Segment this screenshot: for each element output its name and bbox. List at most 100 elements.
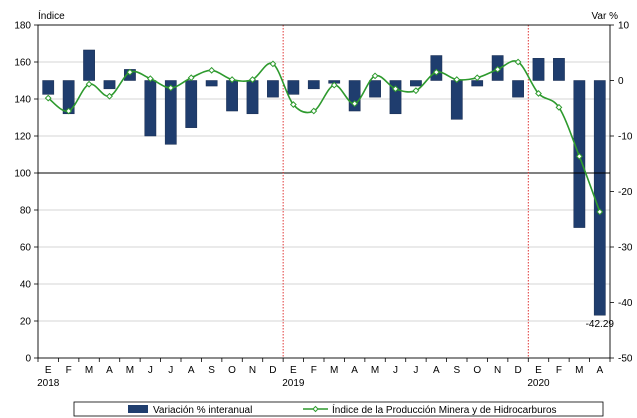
- bar: [410, 80, 422, 87]
- x-tick-label: A: [351, 365, 358, 376]
- bar: [532, 58, 545, 81]
- right-tick-label: -50: [618, 354, 633, 365]
- line-marker: [330, 81, 338, 89]
- bar-data-label: -42.29: [586, 319, 615, 330]
- bar: [185, 80, 198, 128]
- line-marker: [310, 107, 318, 115]
- x-tick-label: J: [148, 365, 153, 376]
- legend-bar-swatch: [128, 405, 148, 413]
- bar: [246, 80, 259, 115]
- legend: Variación % interanual Índice de la Prod…: [73, 401, 604, 417]
- axes: 0 20 40 60 80 100 120 140 160 180 -50 -40 -30 -20 -10 0…: [14, 21, 633, 390]
- line-marker: [126, 68, 134, 76]
- right-tick-label: 10: [618, 21, 630, 32]
- x-tick-label: S: [453, 365, 460, 376]
- bar: [103, 80, 116, 90]
- line-marker: [208, 66, 216, 74]
- x-tick-label: J: [168, 365, 173, 376]
- bar: [389, 80, 402, 115]
- line-marker: [575, 152, 583, 160]
- x-tick-label: F: [311, 365, 317, 376]
- line-marker: [351, 100, 359, 108]
- x-tick-label: E: [45, 365, 52, 376]
- data-labels: -42.29: [586, 319, 615, 330]
- bar: [307, 80, 320, 90]
- line-marker: [85, 80, 93, 88]
- x-tick-label: N: [494, 365, 501, 376]
- bar: [144, 80, 157, 137]
- x-tick-label: A: [188, 365, 195, 376]
- bar: [553, 58, 565, 81]
- plot-frame: [37, 24, 611, 359]
- bar: [205, 80, 218, 87]
- line-marker: [596, 208, 604, 216]
- right-tick-label: -30: [618, 243, 633, 254]
- bar: [42, 80, 55, 95]
- x-tick-label: M: [126, 365, 134, 376]
- right-tick-label: -40: [618, 298, 633, 309]
- line-marker: [228, 76, 236, 83]
- x-tick-label: J: [413, 365, 418, 376]
- right-axis-title: Var %: [592, 11, 619, 22]
- line-marker: [494, 65, 502, 73]
- line-marker: [535, 90, 542, 97]
- line-marker: [269, 60, 277, 68]
- line-marker: [432, 68, 440, 76]
- x-tick-label: A: [433, 365, 440, 376]
- left-tick-label: 0: [25, 354, 31, 365]
- legend-line-label: Índice de la Producción Minera y de Hidr…: [332, 403, 557, 416]
- left-tick-label: 120: [14, 132, 31, 143]
- line-marker: [453, 76, 461, 83]
- right-tick-label: -10: [618, 132, 633, 143]
- bar: [471, 80, 484, 87]
- right-tick-label: -20: [618, 187, 633, 198]
- left-tick-label: 160: [14, 58, 31, 69]
- line-marker: [44, 94, 52, 102]
- bar: [348, 80, 361, 112]
- right-tick-label: 0: [618, 76, 624, 87]
- x-tick-label: M: [85, 365, 93, 376]
- x-tick-label: E: [535, 365, 542, 376]
- line-marker: [146, 75, 154, 83]
- left-tick-label: 20: [20, 317, 32, 328]
- left-tick-label: 60: [20, 243, 32, 254]
- x-tick-label: A: [596, 365, 603, 376]
- line-marker: [371, 72, 379, 80]
- bar-series: [42, 49, 606, 316]
- x-tick-label: D: [514, 365, 521, 376]
- bar: [369, 80, 381, 98]
- line-marker: [65, 107, 73, 115]
- x-tick-label: N: [249, 365, 256, 376]
- bar: [593, 80, 606, 316]
- line-series: [44, 58, 604, 216]
- bar: [512, 80, 524, 98]
- line-marker: [167, 84, 175, 92]
- line-marker: [392, 85, 399, 93]
- x-tick-label: D: [269, 365, 276, 376]
- series-line: [47, 60, 601, 213]
- left-tick-label: 140: [14, 95, 31, 106]
- x-tick-label: J: [393, 365, 398, 376]
- left-tick-label: 180: [14, 21, 31, 32]
- left-tick-label: 100: [14, 169, 31, 180]
- x-tick-label: O: [228, 365, 236, 376]
- reference-lines: [38, 25, 610, 358]
- line-marker: [187, 74, 195, 82]
- x-tick-label: M: [575, 365, 583, 376]
- legend-bar-label: Variación % interanual: [153, 405, 252, 416]
- x-year-label: 2018: [37, 378, 60, 389]
- x-tick-label: F: [556, 365, 562, 376]
- bar: [450, 80, 463, 120]
- x-year-label: 2020: [527, 378, 550, 389]
- line-marker: [289, 101, 297, 108]
- line-marker: [555, 103, 563, 111]
- x-tick-label: E: [290, 365, 297, 376]
- left-tick-label: 40: [20, 280, 32, 291]
- bar: [267, 80, 279, 98]
- x-tick-label: A: [106, 365, 113, 376]
- legend-frame: [73, 401, 604, 417]
- line-marker: [473, 74, 481, 82]
- bar: [83, 49, 95, 81]
- line-marker: [106, 92, 113, 100]
